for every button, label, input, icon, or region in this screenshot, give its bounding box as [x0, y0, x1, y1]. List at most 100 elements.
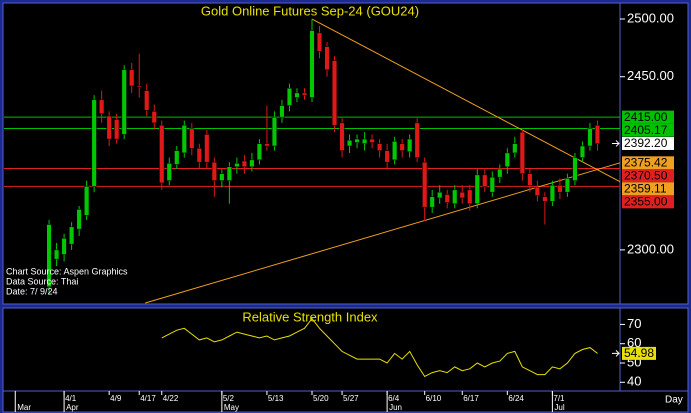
- x-tick-label: 4/1: [65, 394, 77, 403]
- candle-body: [482, 174, 488, 187]
- candle-body: [564, 178, 570, 193]
- x-tick-label: 7/1: [553, 394, 565, 403]
- plot: 2300.00 2450.00 2500.00 2415.002405.172392.…: [4, 10, 674, 412]
- candle-body: [151, 111, 157, 124]
- candle-body: [354, 138, 360, 143]
- candle-body: [226, 166, 232, 181]
- candle-body: [286, 88, 293, 106]
- candle-body: [392, 141, 398, 161]
- candle-body: [474, 174, 480, 204]
- candle-body: [106, 115, 112, 140]
- x-tick-label: 5/20: [313, 394, 329, 403]
- candle-body: [301, 92, 308, 96]
- candle-body: [362, 138, 368, 144]
- x-tick-label: 6/10: [426, 394, 442, 403]
- y-tick-label: 2300.00: [627, 241, 674, 256]
- candle-body: [309, 30, 315, 98]
- candle-body: [136, 85, 142, 88]
- candle-body: [407, 138, 413, 153]
- candle-body: [181, 124, 187, 154]
- candle-body: [114, 119, 120, 140]
- x-major-label: Jul: [554, 403, 564, 412]
- price-label-box: [622, 182, 674, 196]
- price-label: 2355.00: [624, 194, 668, 208]
- candle-body: [76, 209, 82, 230]
- candle-body: [437, 191, 443, 199]
- candle-body: [61, 238, 67, 255]
- x-tick-label: 6/17: [463, 394, 479, 403]
- x-major-label: Apr: [66, 403, 79, 412]
- y-tick-label: 2450.00: [627, 68, 674, 83]
- candle-body: [579, 145, 586, 158]
- candle-body: [121, 69, 127, 135]
- candle-body: [144, 90, 150, 111]
- candle-body: [527, 173, 533, 186]
- candle-body: [271, 116, 278, 147]
- annotation: Chart Source: Aspen Graphics: [6, 266, 128, 276]
- candle-body: [587, 128, 593, 147]
- x-tick-label: 4/9: [110, 394, 122, 403]
- candle-body: [166, 163, 172, 181]
- candle-body: [459, 191, 465, 199]
- date-axis: [2, 390, 689, 413]
- candle-body: [189, 128, 195, 149]
- candle-body: [557, 184, 563, 193]
- candle-body: [384, 150, 390, 163]
- candle-body: [46, 224, 52, 288]
- rsi-label: 54.98: [624, 346, 654, 360]
- candle-body: [174, 150, 180, 165]
- price-arrow: [612, 140, 620, 147]
- price-label-box: [622, 136, 674, 150]
- candle-body: [594, 124, 601, 144]
- candle-body: [422, 161, 428, 208]
- candle-body: [69, 226, 75, 245]
- candle-body: [542, 196, 548, 202]
- y-tick-label: 60: [627, 335, 641, 350]
- candle-body: [504, 152, 510, 168]
- candle-body: [249, 159, 255, 168]
- candle-body: [512, 143, 518, 154]
- price-label-box: [622, 123, 674, 137]
- price-label-box: [622, 110, 674, 124]
- candle-body: [264, 143, 270, 147]
- candle-body: [519, 131, 525, 174]
- candle-body: [339, 122, 345, 151]
- candle-body: [399, 143, 405, 151]
- candle-body: [54, 249, 60, 260]
- rsi-label-box: [622, 346, 656, 360]
- candle-body: [414, 122, 420, 158]
- candle-body: [84, 186, 90, 216]
- candle-body: [369, 138, 375, 143]
- price-axis: [619, 2, 689, 305]
- annotation: Date: 7/ 9/24: [6, 286, 58, 296]
- candle-body: [549, 184, 555, 202]
- candle-body: [219, 173, 225, 181]
- candle-body: [444, 194, 450, 203]
- rsi-panel: [2, 307, 621, 392]
- annotation: Data Source: Thai: [6, 276, 78, 286]
- candle-body: [489, 176, 495, 193]
- candle-body: [196, 148, 202, 163]
- trendline: [311, 18, 621, 183]
- candle-body: [534, 187, 540, 196]
- chart-title: Gold Online Futures Sep-24 (GOU24): [201, 3, 419, 18]
- candle-body: [497, 168, 503, 178]
- candle-body: [429, 196, 435, 208]
- price-label: 2405.17: [624, 123, 668, 137]
- y-tick-label: 2500.00: [627, 10, 674, 25]
- price-label-box: [622, 156, 674, 170]
- y-tick-label: 40: [627, 374, 641, 389]
- price-label-box: [622, 169, 674, 183]
- x-tick-label: 6/4: [388, 394, 400, 403]
- candle-body: [241, 160, 247, 168]
- candle-body: [234, 163, 240, 168]
- candle-body: [324, 46, 330, 71]
- candle-body: [346, 139, 353, 147]
- price-label: 2359.11: [624, 181, 667, 195]
- candle-body: [279, 105, 285, 118]
- x-tick-label: 6/24: [508, 394, 524, 403]
- x-tick-label: 4/17: [140, 394, 156, 403]
- candle-body: [91, 99, 97, 187]
- candle-body: [467, 189, 473, 204]
- candle-body: [256, 143, 262, 161]
